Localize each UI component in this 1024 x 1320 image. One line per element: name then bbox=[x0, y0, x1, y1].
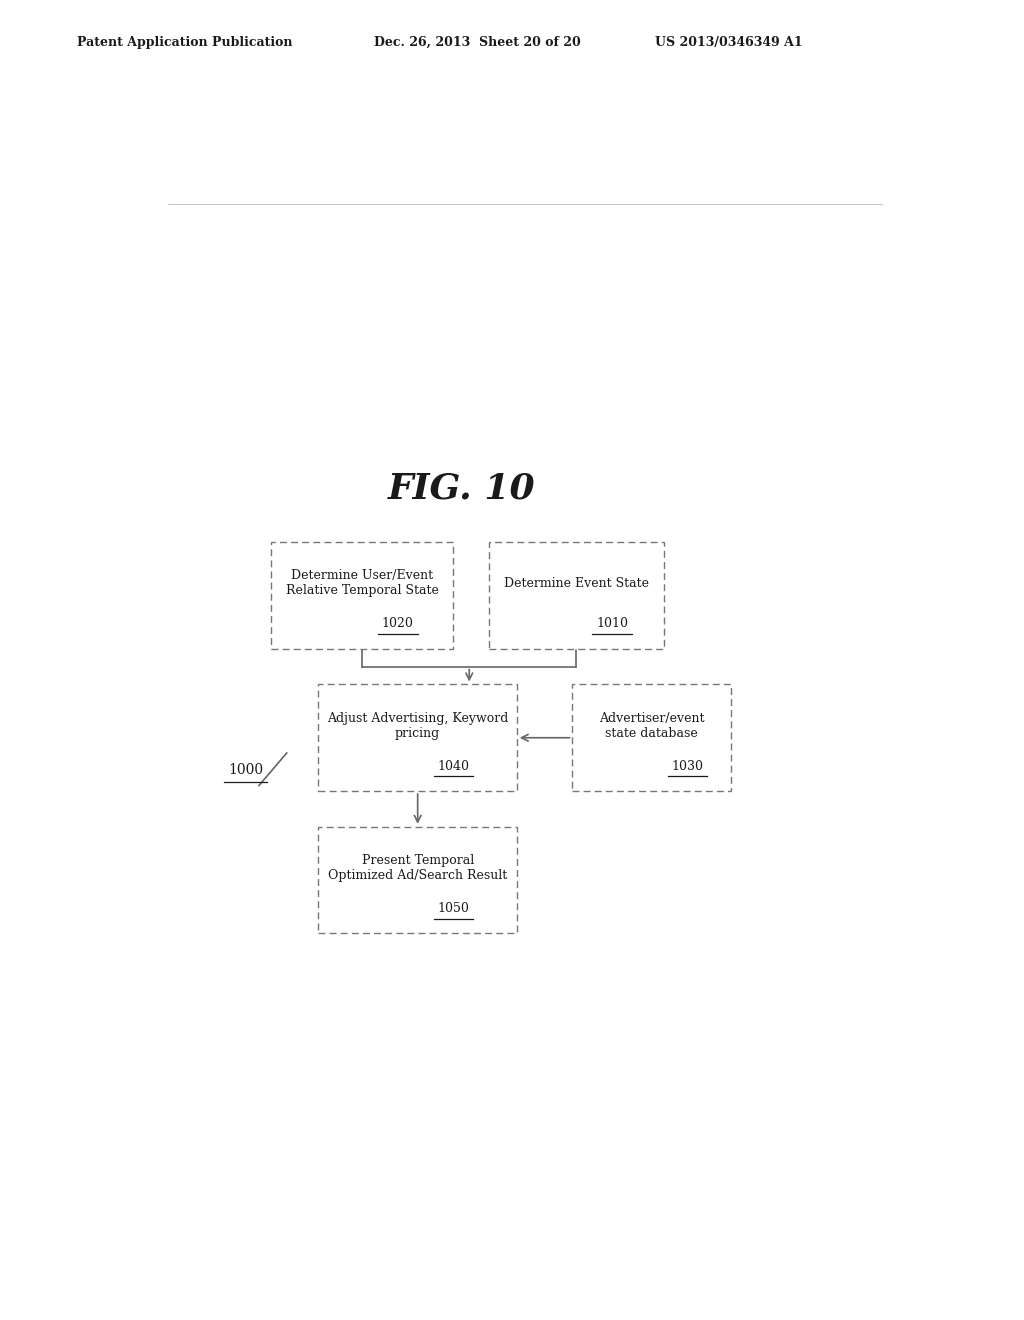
Text: Adjust Advertising, Keyword
pricing: Adjust Advertising, Keyword pricing bbox=[327, 711, 508, 739]
Text: US 2013/0346349 A1: US 2013/0346349 A1 bbox=[655, 36, 803, 49]
Bar bbox=[572, 684, 731, 791]
Text: Advertiser/event
state database: Advertiser/event state database bbox=[599, 711, 705, 739]
Text: 1020: 1020 bbox=[382, 618, 414, 631]
Text: 1000: 1000 bbox=[228, 763, 263, 777]
Text: 1030: 1030 bbox=[672, 760, 703, 772]
Text: FIG. 10: FIG. 10 bbox=[387, 471, 536, 506]
Text: Determine User/Event
Relative Temporal State: Determine User/Event Relative Temporal S… bbox=[286, 569, 438, 597]
Bar bbox=[489, 543, 664, 649]
Bar bbox=[270, 543, 454, 649]
Text: 1010: 1010 bbox=[596, 618, 628, 631]
Text: Determine Event State: Determine Event State bbox=[504, 577, 649, 590]
Bar bbox=[318, 826, 517, 933]
Text: Present Temporal
Optimized Ad/Search Result: Present Temporal Optimized Ad/Search Res… bbox=[328, 854, 507, 882]
Text: 1040: 1040 bbox=[437, 760, 469, 772]
Text: 1050: 1050 bbox=[437, 902, 469, 915]
Text: Patent Application Publication: Patent Application Publication bbox=[77, 36, 292, 49]
Bar bbox=[318, 684, 517, 791]
Text: Dec. 26, 2013  Sheet 20 of 20: Dec. 26, 2013 Sheet 20 of 20 bbox=[374, 36, 581, 49]
